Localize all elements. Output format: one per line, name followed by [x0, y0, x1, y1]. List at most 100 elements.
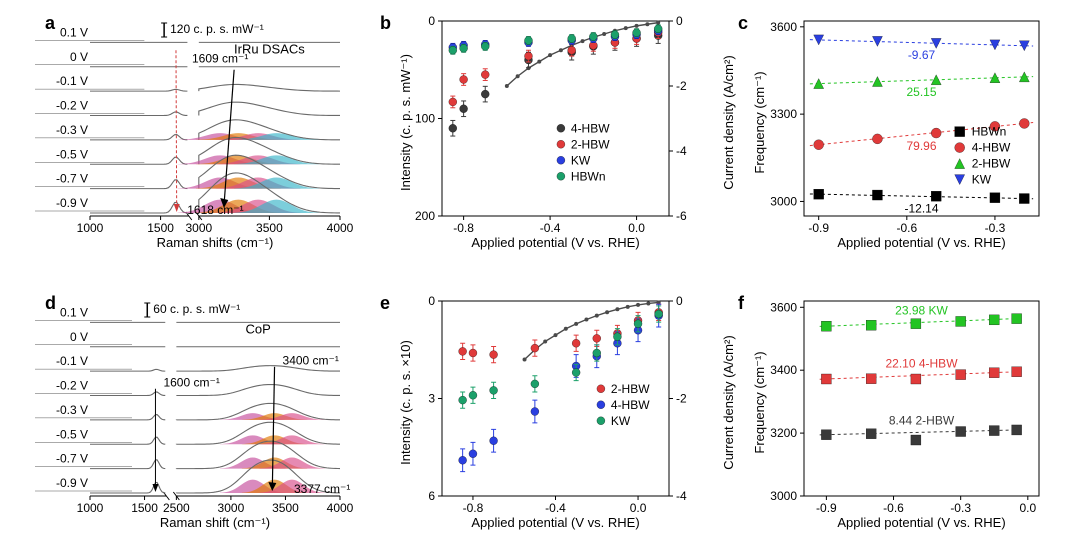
svg-text:-0.2 V: -0.2 V — [56, 99, 88, 113]
svg-text:3600: 3600 — [770, 20, 797, 34]
panel-f: -0.9-0.6-0.30.0300032003400360023.98 KW2… — [790, 295, 1045, 530]
svg-text:0.0: 0.0 — [628, 221, 645, 235]
svg-text:8.44 2-HBW: 8.44 2-HBW — [889, 413, 955, 427]
svg-text:3000: 3000 — [770, 194, 797, 208]
panel-label-c: c — [738, 13, 748, 34]
svg-text:0.0: 0.0 — [630, 501, 647, 515]
svg-text:0.0: 0.0 — [1019, 501, 1036, 515]
svg-text:0: 0 — [676, 294, 683, 308]
panel-label-b: b — [380, 13, 391, 34]
svg-text:0.1 V: 0.1 V — [60, 305, 88, 319]
svg-text:0: 0 — [676, 14, 683, 28]
svg-text:-6: -6 — [676, 209, 687, 223]
svg-text:0 V: 0 V — [70, 50, 88, 64]
svg-text:-4: -4 — [676, 144, 687, 158]
ylabel-left-b: Intensity (c. p. s. mW⁻¹) — [398, 15, 414, 230]
svg-text:-4: -4 — [676, 489, 687, 503]
ylabel-f: Frequency (cm⁻¹) — [752, 295, 768, 510]
svg-text:-0.1 V: -0.1 V — [56, 354, 88, 368]
svg-text:-9.67: -9.67 — [908, 48, 936, 62]
ylabel-right-b: Current density (A/cm²) — [721, 15, 736, 230]
svg-text:3400 cm⁻¹: 3400 cm⁻¹ — [283, 353, 339, 367]
svg-text:KW: KW — [611, 414, 631, 428]
svg-text:-0.4: -0.4 — [545, 501, 566, 515]
svg-text:-0.9: -0.9 — [808, 221, 829, 235]
svg-text:4-HBW: 4-HBW — [611, 398, 650, 412]
svg-text:4-HBW: 4-HBW — [571, 121, 610, 135]
svg-text:-0.4: -0.4 — [540, 221, 561, 235]
svg-text:-0.8: -0.8 — [463, 501, 484, 515]
svg-text:1500: 1500 — [147, 221, 174, 235]
panel-e: -0.8-0.40.00360-2-42-HBW4-HBWKWApplied p… — [428, 295, 683, 530]
svg-text:Raman shifts (cm⁻¹): Raman shifts (cm⁻¹) — [157, 235, 274, 250]
svg-text:3200: 3200 — [770, 426, 797, 440]
ylabel-c: Frequency (cm⁻¹) — [752, 15, 768, 230]
panel-a: 10001500300035004000Raman shifts (cm⁻¹)0… — [80, 15, 350, 250]
svg-text:CoP: CoP — [246, 321, 271, 336]
svg-text:2500: 2500 — [163, 501, 190, 515]
svg-text:-0.8: -0.8 — [453, 221, 474, 235]
svg-text:3000: 3000 — [185, 221, 212, 235]
svg-text:4-HBW: 4-HBW — [972, 141, 1011, 155]
svg-text:Applied potential (V vs. RHE): Applied potential (V vs. RHE) — [837, 515, 1005, 530]
svg-text:-0.7 V: -0.7 V — [56, 452, 88, 466]
svg-text:-0.7 V: -0.7 V — [56, 172, 88, 186]
svg-text:100: 100 — [415, 112, 435, 126]
svg-text:3500: 3500 — [256, 221, 283, 235]
svg-text:0 V: 0 V — [70, 330, 88, 344]
svg-text:25.15: 25.15 — [906, 85, 936, 99]
svg-text:KW: KW — [571, 153, 591, 167]
svg-text:-0.9 V: -0.9 V — [56, 476, 88, 490]
svg-text:-12.14: -12.14 — [904, 201, 938, 215]
ylabel-right-e: Current density (A/cm²) — [721, 295, 736, 510]
svg-text:-0.6: -0.6 — [896, 221, 917, 235]
panel-label-d: d — [45, 293, 56, 314]
figure-root: 10001500300035004000Raman shifts (cm⁻¹)0… — [0, 0, 1074, 557]
svg-text:KW: KW — [972, 173, 992, 187]
svg-text:4000: 4000 — [327, 221, 354, 235]
svg-text:0: 0 — [428, 294, 435, 308]
svg-text:HBWn: HBWn — [571, 169, 606, 183]
svg-text:0.1 V: 0.1 V — [60, 25, 88, 39]
svg-text:6: 6 — [428, 489, 435, 503]
svg-text:2-HBW: 2-HBW — [611, 382, 650, 396]
svg-text:3377 cm⁻¹: 3377 cm⁻¹ — [294, 482, 350, 496]
svg-text:1000: 1000 — [77, 221, 104, 235]
svg-text:-0.3 V: -0.3 V — [56, 403, 88, 417]
svg-text:-0.9: -0.9 — [816, 501, 837, 515]
ylabel-left-e: Intensity (c. p. s. ×10) — [398, 295, 413, 510]
svg-text:-0.3: -0.3 — [950, 501, 971, 515]
svg-text:3000: 3000 — [218, 501, 245, 515]
panel-c: -0.9-0.6-0.3300033003600-9.6725.1579.96-… — [790, 15, 1045, 250]
svg-text:Applied potential (V vs. RHE): Applied potential (V vs. RHE) — [471, 235, 639, 250]
svg-text:3500: 3500 — [272, 501, 299, 515]
svg-text:-2: -2 — [676, 392, 687, 406]
svg-text:Applied potential (V vs. RHE): Applied potential (V vs. RHE) — [837, 235, 1005, 250]
svg-text:-0.2 V: -0.2 V — [56, 379, 88, 393]
svg-text:-0.5 V: -0.5 V — [56, 147, 88, 161]
svg-text:3000: 3000 — [770, 489, 797, 503]
svg-text:HBWn: HBWn — [972, 125, 1007, 139]
svg-text:3400: 3400 — [770, 363, 797, 377]
svg-text:-0.5 V: -0.5 V — [56, 427, 88, 441]
svg-text:0: 0 — [428, 14, 435, 28]
svg-text:1618 cm⁻¹: 1618 cm⁻¹ — [187, 203, 243, 217]
svg-text:200: 200 — [415, 209, 435, 223]
svg-text:22.10 4-HBW: 22.10 4-HBW — [885, 356, 958, 370]
svg-text:3600: 3600 — [770, 300, 797, 314]
svg-text:-2: -2 — [676, 79, 687, 93]
svg-text:-0.9 V: -0.9 V — [56, 196, 88, 210]
svg-text:1609 cm⁻¹: 1609 cm⁻¹ — [192, 51, 248, 65]
panel-label-f: f — [738, 293, 744, 314]
svg-text:-0.1 V: -0.1 V — [56, 74, 88, 88]
svg-text:3300: 3300 — [770, 107, 797, 121]
svg-text:79.96: 79.96 — [906, 139, 936, 153]
svg-text:-0.3: -0.3 — [985, 221, 1006, 235]
svg-text:Raman shift (cm⁻¹): Raman shift (cm⁻¹) — [160, 515, 270, 530]
svg-text:60 c. p. s. mW⁻¹: 60 c. p. s. mW⁻¹ — [153, 302, 240, 316]
panel-d: 100015002500300035004000Raman shift (cm⁻… — [80, 295, 350, 530]
svg-text:1600 cm⁻¹: 1600 cm⁻¹ — [163, 375, 219, 389]
svg-text:2-HBW: 2-HBW — [571, 137, 610, 151]
svg-text:1000: 1000 — [77, 501, 104, 515]
svg-text:2-HBW: 2-HBW — [972, 157, 1011, 171]
